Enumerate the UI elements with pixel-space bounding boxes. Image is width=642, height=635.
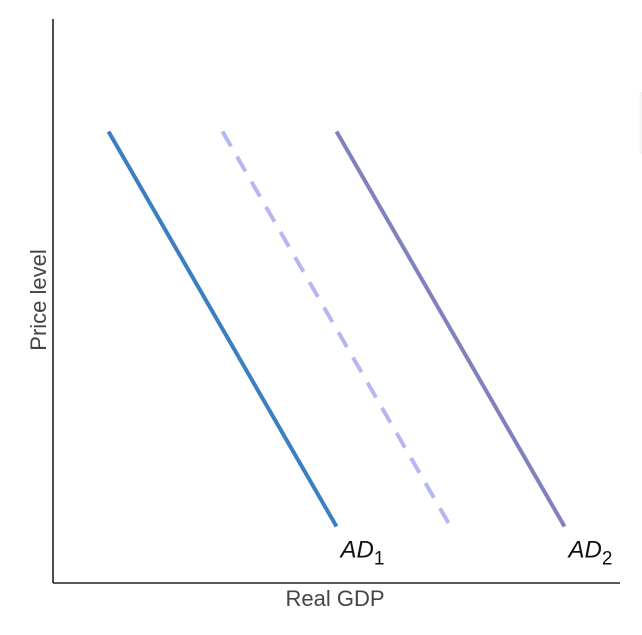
y-axis-title: Price level (26, 249, 51, 350)
series-line-ad1 (106, 130, 339, 528)
curve-label-layer: AD1 AD2 (339, 537, 613, 570)
curve-label-main: AD (567, 537, 602, 564)
curve-label-subscript: 1 (374, 549, 385, 570)
series-layer (106, 130, 567, 528)
edge-shadow (638, 92, 642, 154)
curve-label-subscript: 2 (602, 549, 613, 570)
x-axis-title: Real GDP (285, 586, 384, 611)
series-line-ad2 (334, 130, 567, 528)
series-line-shifted-ad (220, 130, 453, 528)
curve-label-main: AD (339, 537, 374, 564)
curve-label-ad1: AD1 (339, 537, 385, 570)
curve-label-ad2: AD2 (567, 537, 613, 570)
